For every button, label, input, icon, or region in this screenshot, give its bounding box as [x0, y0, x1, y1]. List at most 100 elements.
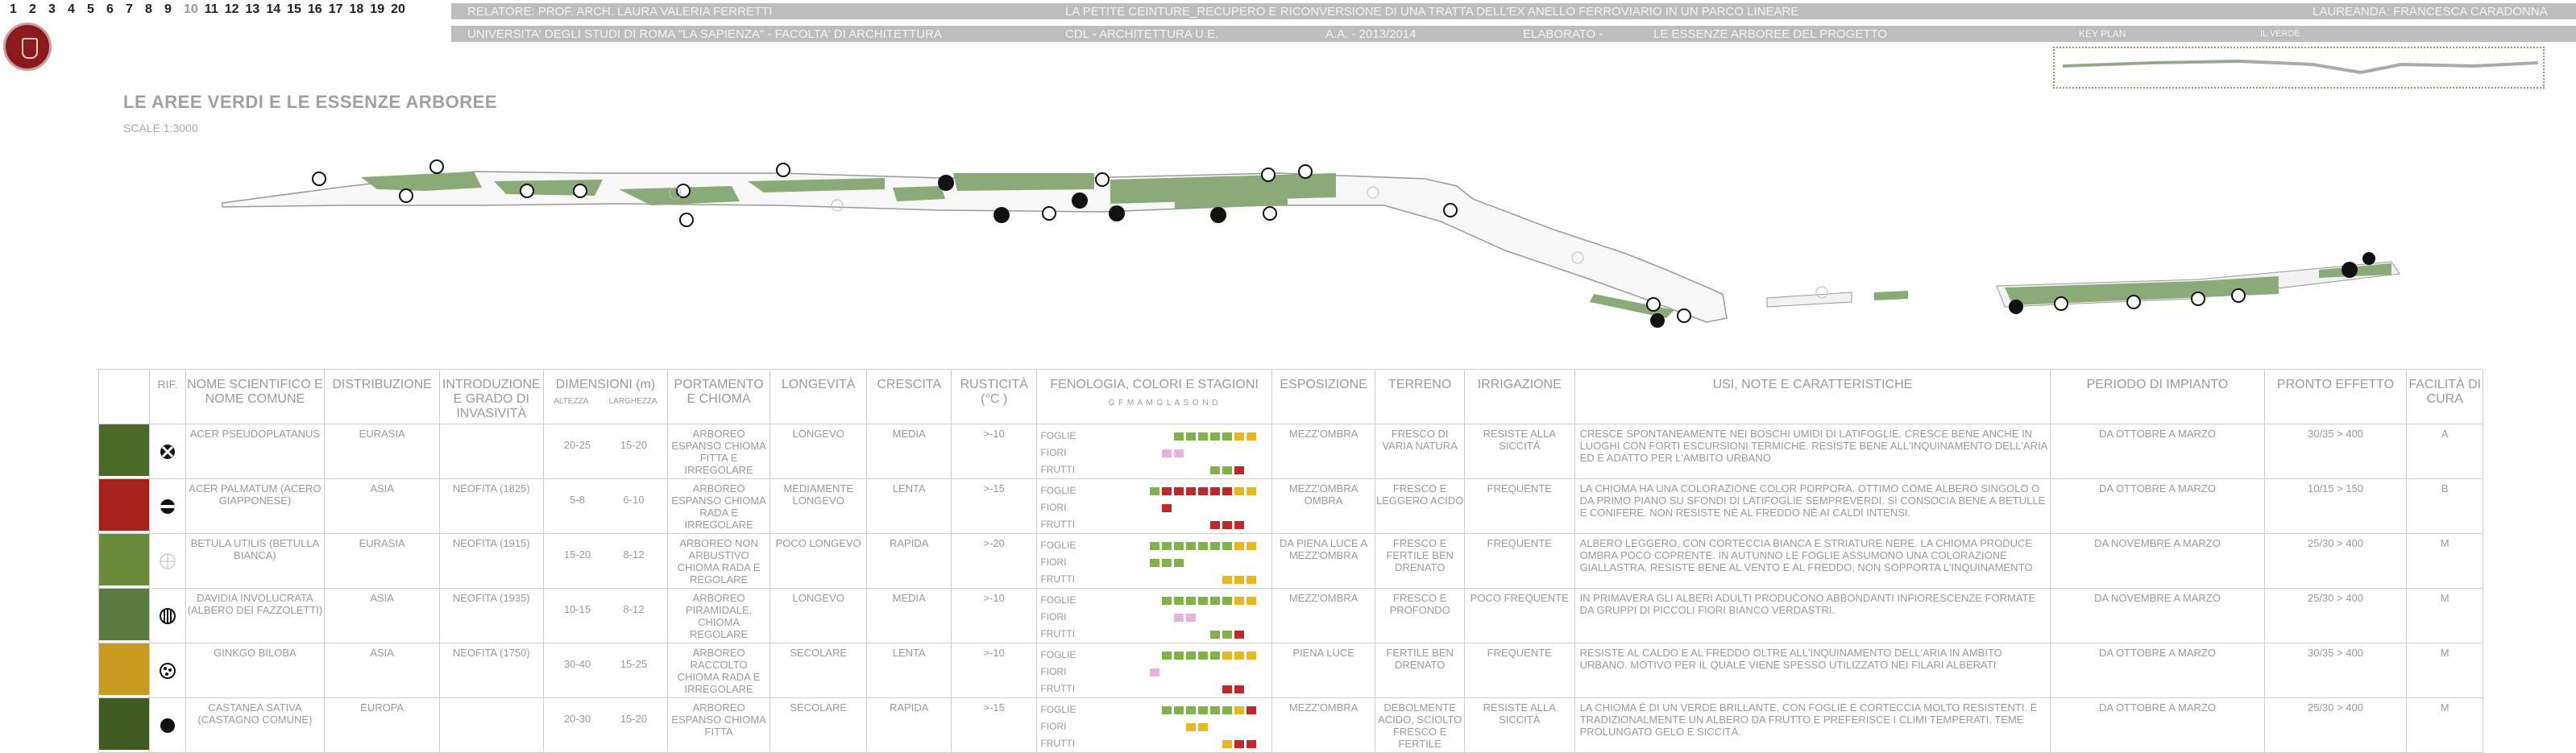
phen-cell — [1247, 705, 1257, 714]
dotted-circle-icon — [159, 663, 176, 679]
phen-cell — [1247, 651, 1257, 660]
page-number[interactable]: 8 — [145, 2, 152, 16]
phen-cell — [1222, 685, 1233, 693]
cell-intro: NEOFITA (1935) — [438, 588, 544, 643]
page-number[interactable]: 5 — [87, 2, 94, 16]
cell-dimensioni: 30-40 15-25 — [542, 643, 669, 698]
page-number[interactable]: 12 — [224, 2, 239, 16]
phen-cell — [1247, 449, 1256, 457]
phen-cell — [1126, 685, 1135, 693]
cell-intro: NEOFITA (1750) — [438, 643, 544, 698]
phen-cell — [1234, 504, 1244, 512]
phen-cell — [1138, 432, 1147, 441]
page-number[interactable]: 7 — [126, 2, 133, 16]
phen-cell — [1210, 449, 1220, 457]
phen-cell — [1126, 449, 1135, 457]
photo-col — [97, 369, 151, 424]
cell-intro: NEOFITA (1825) — [438, 478, 544, 534]
col-rif: RIF. — [149, 369, 186, 424]
page-index[interactable]: 1 2 3 4 5 6 7 8 9 10 11 12 13 14 15 16 17 18 19 20 — [10, 2, 405, 17]
page-number[interactable]: 16 — [307, 2, 322, 16]
phen-cell — [1162, 705, 1172, 714]
phen-cell — [1198, 541, 1209, 550]
col-dimensioni: DIMENSIONI (m) ALTEZZA LARGHEZZA — [542, 369, 669, 424]
relatore-label: RELATORE: PROF. ARCH. LAURA VALERIA FERR… — [467, 4, 773, 19]
phen-cell — [1138, 652, 1147, 660]
cell-port: ARBOREO RACCOLTO CHIOMA RADA E IRREGOLAR… — [667, 643, 770, 698]
page-number[interactable]: 1 — [10, 2, 17, 16]
cell-dimensioni: 20-30 15-20 — [542, 697, 669, 753]
phen-cell — [1222, 575, 1233, 584]
page-number[interactable]: 10 — [184, 2, 198, 16]
phen-cell — [1198, 432, 1209, 441]
cell-espo: MEZZ'OMBRA — [1271, 424, 1376, 479]
phen-cell — [1198, 466, 1208, 474]
cell-nome: ACER PALMATUM (ACERO GIAPPONESE) — [185, 478, 326, 534]
phen-cell — [1222, 630, 1233, 639]
page-number[interactable]: 18 — [349, 2, 364, 16]
phen-cell — [1126, 432, 1135, 441]
phen-cell — [1222, 465, 1233, 474]
phen-cell — [1222, 705, 1233, 714]
phen-cell — [1126, 631, 1135, 639]
phen-cell — [1234, 559, 1244, 567]
page-number[interactable]: 11 — [204, 2, 218, 16]
altezza-value: 30-40 — [563, 658, 591, 670]
page-number[interactable]: 14 — [266, 2, 281, 16]
phen-cell — [1198, 722, 1209, 731]
page-number[interactable]: 9 — [164, 2, 172, 16]
col-portamento: PORTAMENTO E CHIOMA — [667, 369, 770, 424]
altezza-value: 20-25 — [563, 439, 591, 451]
phen-cell — [1162, 503, 1172, 512]
phen-cell — [1138, 706, 1147, 714]
phen-label: FRUTTI — [1040, 573, 1076, 585]
phen-cell — [1198, 705, 1209, 714]
phen-cell — [1138, 740, 1147, 748]
phen-cell — [1222, 432, 1233, 441]
phen-cell — [1174, 631, 1184, 639]
page-number[interactable]: 2 — [29, 2, 36, 16]
phen-cell — [1210, 740, 1220, 748]
page-number[interactable]: 6 — [106, 2, 114, 16]
cell-irr: POCO FREQUENTE — [1463, 588, 1575, 643]
page-number[interactable]: 4 — [68, 2, 75, 16]
phen-cell — [1198, 559, 1208, 567]
cell-note: RESISTE AL CALDO E AL FREDDO OLTRE ALL'I… — [1574, 643, 2051, 698]
cell-dimensioni: 10-15 8-12 — [542, 588, 669, 643]
page-number[interactable]: 3 — [48, 2, 56, 16]
tree-photo — [97, 424, 151, 479]
phen-label: FOGLIE — [1040, 594, 1076, 606]
table-row: ACER PSEUDOPLATANUS EURASIA 20-25 15-20 ARBO… — [97, 424, 2483, 479]
col-usi: USI, NOTE E CARATTERISTICHE — [1574, 369, 2051, 424]
phen-cell — [1222, 614, 1232, 622]
page-number[interactable]: 13 — [245, 2, 260, 16]
header-band-bottom: UNIVERSITA' DEGLI STUDI DI ROMA "LA SAPI… — [451, 26, 2576, 42]
phen-cell — [1234, 651, 1245, 660]
cell-periodo: DA OTTOBRE A MARZO — [2050, 424, 2265, 479]
page-number[interactable]: 19 — [370, 2, 385, 16]
phen-cell — [1174, 504, 1184, 512]
phen-label: FOGLIE — [1040, 649, 1076, 660]
cell-fenologia: FOGLIE FIORI FRUTTI — [1036, 478, 1272, 534]
tree-photo — [97, 643, 151, 698]
scale-label: SCALE 1:3000 — [123, 122, 198, 134]
phen-cell — [1259, 723, 1268, 731]
page-number[interactable]: 15 — [287, 2, 301, 16]
phen-cell — [1234, 723, 1244, 731]
cell-rif — [149, 588, 186, 643]
page-number[interactable]: 17 — [328, 2, 343, 16]
phen-label: FOGLIE — [1040, 540, 1076, 551]
cell-cresc: LENTA — [866, 478, 952, 534]
phen-cell — [1234, 685, 1245, 693]
phen-cell — [1174, 613, 1184, 622]
phen-cell — [1174, 740, 1184, 748]
phen-cell — [1174, 651, 1184, 660]
col-longevita: LONGEVITÀ — [769, 369, 868, 424]
phen-cell — [1162, 596, 1172, 605]
phen-cell — [1259, 597, 1268, 605]
phen-cell — [1186, 740, 1196, 748]
cell-intro — [438, 424, 544, 479]
page-number[interactable]: 20 — [391, 2, 405, 16]
page-title: LE AREE VERDI E LE ESSENZE ARBOREE — [123, 92, 498, 112]
cell-cresc: RAPIDA — [866, 697, 952, 753]
